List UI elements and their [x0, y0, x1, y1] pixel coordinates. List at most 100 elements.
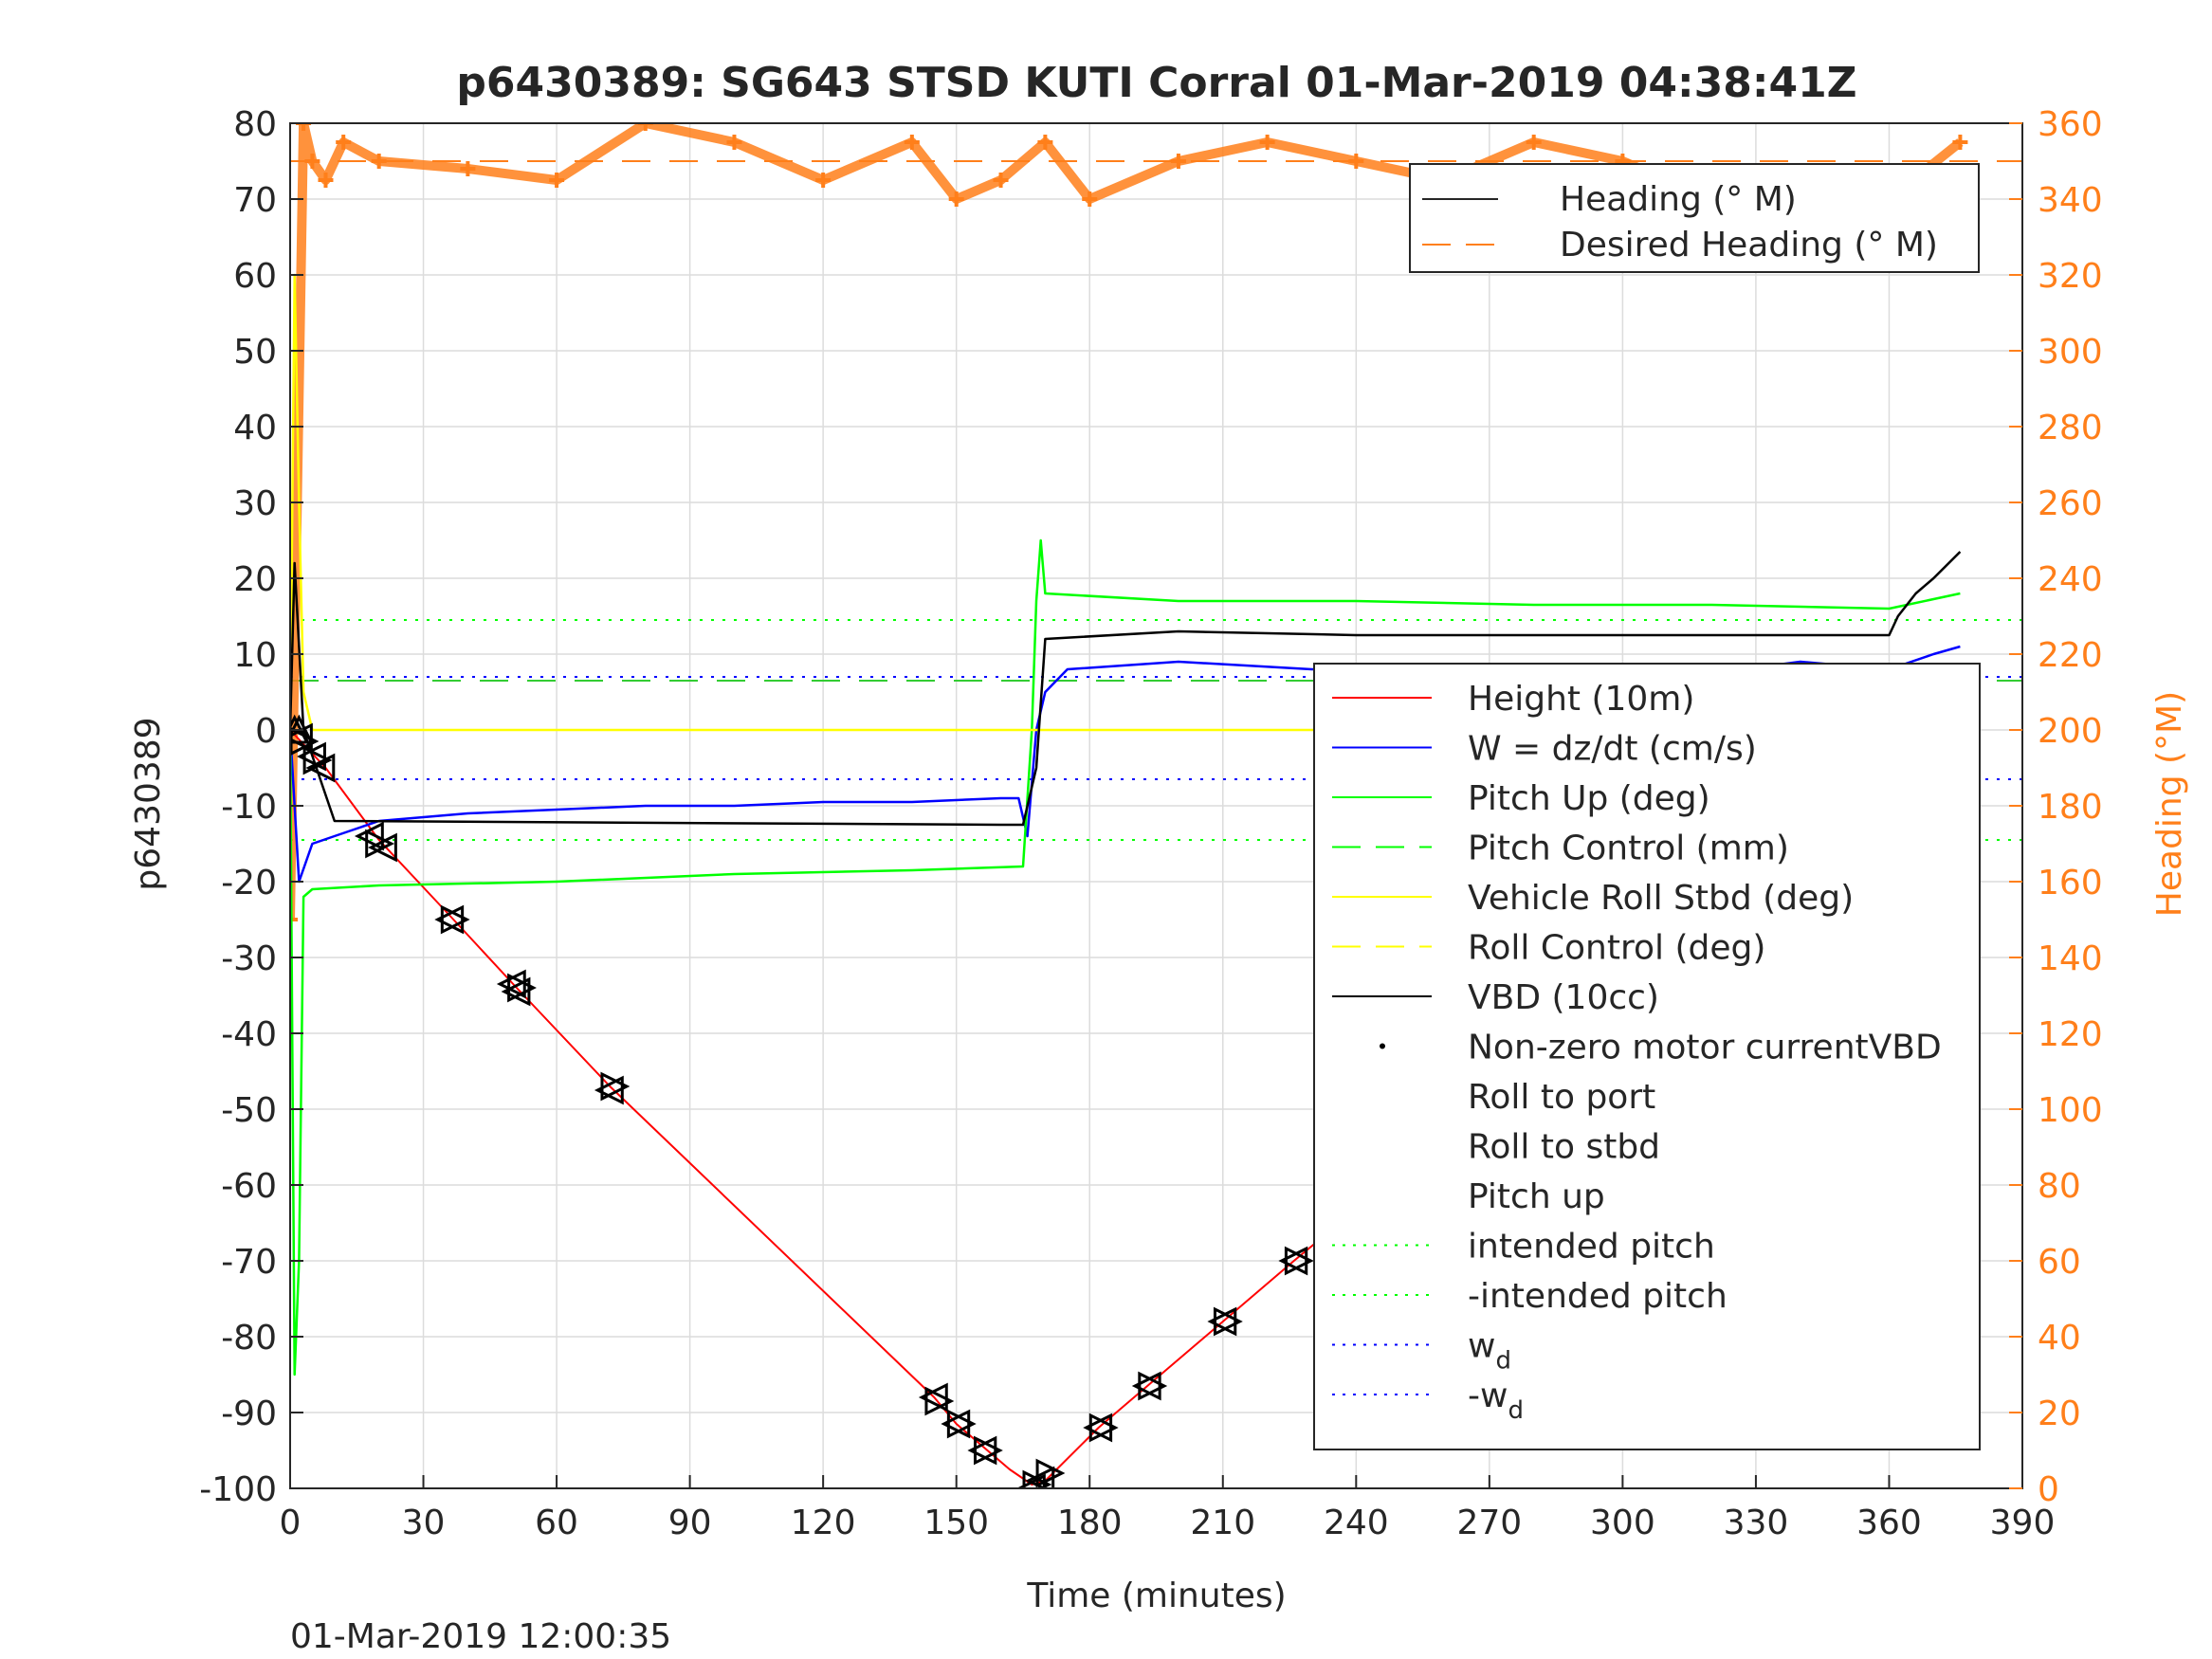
- roll-to-port-marker: [967, 1435, 997, 1466]
- heading-point: [371, 154, 387, 169]
- roll-to-stbd-marker: [440, 904, 470, 935]
- footer-timestamp: 01-Mar-2019 12:00:35: [290, 1617, 671, 1656]
- roll-to-port-marker: [1083, 1413, 1113, 1443]
- legend-heading-entry: Desired Heading (° M): [1560, 226, 1938, 264]
- y-tick-label-left: -60: [221, 1167, 277, 1206]
- legend-heading-entry: Heading (° M): [1560, 180, 1797, 219]
- legend-entry: W = dz/dt (cm/s): [1468, 730, 1757, 769]
- legend-entry: Vehicle Roll Stbd (deg): [1468, 879, 1854, 918]
- y-tick-label-left: 10: [233, 636, 277, 675]
- y-tick-label-right: 360: [2038, 105, 2103, 144]
- heading-point: [1526, 135, 1542, 150]
- x-tick-label: 150: [923, 1504, 989, 1542]
- legend-entry: Roll to port: [1468, 1078, 1655, 1117]
- x-axis-ticks: 0 30 60 90 120 150 180 210 240 270 300 330 360 390: [280, 1475, 2055, 1542]
- roll-to-port-marker: [1131, 1371, 1161, 1401]
- y-tick-label-left: 50: [233, 333, 277, 372]
- roll-to-stbd-marker: [302, 745, 333, 775]
- heading-point: [726, 135, 742, 150]
- heading-point: [1259, 135, 1275, 150]
- x-tick-label: 120: [791, 1504, 856, 1542]
- y-tick-label-right: 260: [2038, 484, 2103, 523]
- y-tick-label-right: 280: [2038, 409, 2103, 447]
- y-tick-label-left: 60: [233, 257, 277, 296]
- x-axis-label: Time (minutes): [1026, 1577, 1286, 1615]
- legend-entry: Pitch Up (deg): [1468, 779, 1710, 818]
- roll-to-stbd-marker: [1138, 1371, 1168, 1401]
- y-tick-label-left: -70: [221, 1243, 277, 1282]
- heading-point: [549, 173, 565, 188]
- roll-to-stbd-marker: [365, 829, 395, 859]
- y-tick-label-left: 70: [233, 181, 277, 220]
- roll-to-stbd-marker: [924, 1386, 955, 1416]
- y-tick-label-right: 120: [2038, 1015, 2103, 1054]
- y-tick-label-left: -20: [221, 864, 277, 902]
- x-tick-label: 240: [1324, 1504, 1389, 1542]
- y-tick-label-left: -100: [199, 1470, 277, 1509]
- y-tick-label-left: 0: [255, 712, 277, 751]
- y-tick-label-right: 20: [2038, 1395, 2081, 1433]
- x-tick-label: 30: [402, 1504, 446, 1542]
- legend-entry: Height (10m): [1468, 680, 1694, 719]
- x-tick-label: 90: [668, 1504, 712, 1542]
- heading-point: [318, 173, 334, 188]
- y-axis-right-label: Heading (°M): [2150, 691, 2189, 917]
- y-axis-left-ticks: 80 70 60 50 40 30 20 10 0 -10 -20 -30 -40 -50 -60 -70 -8…: [199, 105, 303, 1509]
- roll-to-port-marker: [1278, 1246, 1308, 1276]
- x-tick-label: 60: [535, 1504, 578, 1542]
- y-tick-label-right: 320: [2038, 257, 2103, 296]
- legend-entry: Pitch up: [1468, 1177, 1605, 1216]
- y-tick-label-right: 340: [2038, 181, 2103, 220]
- x-tick-label: 270: [1456, 1504, 1522, 1542]
- heading-point: [304, 154, 320, 169]
- heading-point: [1082, 191, 1098, 207]
- heading-point: [948, 191, 964, 207]
- x-tick-label: 0: [280, 1504, 302, 1542]
- chart-title: p6430389: SG643 STSD KUTI Corral 01-Mar-…: [456, 59, 1856, 107]
- y-tick-label-right: 80: [2038, 1167, 2081, 1206]
- y-tick-label-left: -30: [221, 939, 277, 978]
- roll-to-stbd-marker: [1284, 1246, 1314, 1276]
- y-axis-right-ticks: 3603403203002802602402202001801601401201…: [2009, 105, 2103, 1509]
- legend-entry: Pitch Control (mm): [1468, 830, 1789, 868]
- y-tick-label-right: 240: [2038, 560, 2103, 599]
- heading-line: [290, 123, 1964, 921]
- y-tick-label-left: -80: [221, 1319, 277, 1358]
- roll-to-stbd-marker: [946, 1409, 977, 1439]
- x-tick-label: 180: [1057, 1504, 1123, 1542]
- y-tick-label-right: 40: [2038, 1319, 2081, 1358]
- legend-heading: Heading (° M) Desired Heading (° M): [1409, 163, 1980, 273]
- y-tick-label-left: -10: [221, 788, 277, 827]
- y-tick-label-right: 0: [2038, 1470, 2059, 1509]
- x-tick-label: 330: [1724, 1504, 1789, 1542]
- legend-entry: intended pitch: [1468, 1228, 1715, 1267]
- legend-entry: Roll to stbd: [1468, 1128, 1660, 1167]
- roll-to-stbd-marker: [1088, 1413, 1119, 1443]
- legend-entry: Roll Control (deg): [1468, 929, 1765, 968]
- y-tick-label-right: 100: [2038, 1091, 2103, 1130]
- y-tick-label-left: 80: [233, 105, 277, 144]
- heading-point: [336, 135, 352, 150]
- roll-to-port-marker: [305, 753, 336, 783]
- legend-swatch: [1380, 1043, 1385, 1049]
- series-line: [290, 551, 1962, 827]
- roll-to-stbd-marker: [507, 973, 537, 1003]
- heading-point: [296, 123, 312, 131]
- roll-to-stbd-marker: [1213, 1306, 1243, 1337]
- roll-to-stbd-marker: [973, 1435, 1003, 1466]
- y-tick-label-right: 200: [2038, 712, 2103, 751]
- heading-point: [993, 173, 1009, 188]
- legend-entry: Non-zero motor currentVBD: [1468, 1029, 1942, 1067]
- y-tick-label-left: -90: [221, 1395, 277, 1433]
- heading-series: [290, 123, 1968, 927]
- y-axis-left-label: p6430389: [129, 717, 168, 890]
- y-tick-label-left: -50: [221, 1091, 277, 1130]
- heading-point: [460, 161, 476, 176]
- heading-point: [1037, 135, 1053, 150]
- roll-to-port-marker: [1207, 1306, 1237, 1337]
- y-tick-label-right: 180: [2038, 788, 2103, 827]
- legend-entry: -intended pitch: [1468, 1277, 1728, 1316]
- roll-to-stbd-marker: [600, 1071, 631, 1102]
- y-tick-label-right: 160: [2038, 864, 2103, 902]
